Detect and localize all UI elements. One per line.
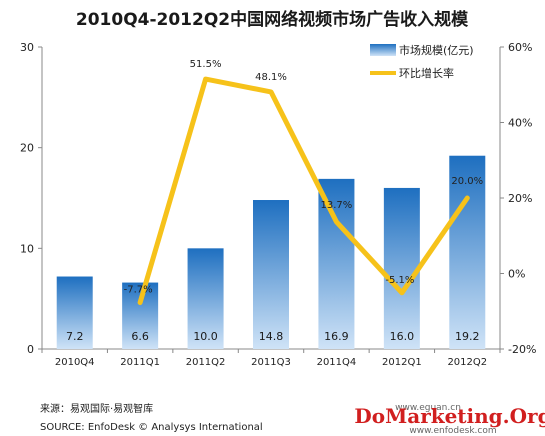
legend-bar-swatch (370, 44, 396, 56)
x-tick-label: 2012Q1 (382, 357, 422, 368)
bar (449, 155, 486, 349)
watermark-url-2: www.enfodesk.com (409, 426, 496, 436)
x-tick-label: 2011Q4 (317, 357, 357, 368)
watermark-url-1: www.eguan.cn (395, 403, 461, 413)
y-right-tick-label: 40% (508, 117, 532, 130)
bar (187, 248, 224, 349)
x-tick-label: 2011Q2 (186, 357, 226, 368)
y-left-tick-label: 30 (20, 41, 34, 54)
y-right-tick-label: -20% (508, 343, 536, 356)
chart-title: 2010Q4-2012Q2中国网络视频市场广告收入规模 (76, 9, 469, 30)
legend-bar-label: 市场规模(亿元) (399, 43, 474, 57)
x-tick-label: 2012Q2 (447, 357, 487, 368)
bar-value-label: 19.2 (455, 330, 480, 343)
bar (253, 200, 289, 349)
x-tick-label: 2010Q4 (55, 357, 95, 368)
growth-rate-label: 13.7% (321, 200, 353, 211)
growth-rate-label: 20.0% (451, 176, 483, 187)
axes: 0 10 20 30 -20% 0% 20% 40% 60% (20, 41, 536, 356)
watermark-logo: DoMarketing.Org (354, 404, 545, 428)
bar-value-label: 16.0 (390, 330, 415, 343)
x-tick-label: 2011Q1 (120, 357, 160, 368)
y-left-tick-label: 10 (20, 242, 34, 255)
y-left-tick-label: 0 (27, 343, 34, 356)
y-right-tick-label: 20% (508, 192, 532, 205)
source-line-cn: 来源：易观国际·易观智库 (40, 402, 153, 415)
bar-value-label: 7.2 (66, 330, 84, 343)
growth-rate-label: 51.5% (190, 59, 222, 70)
x-tick-label: 2011Q3 (251, 357, 291, 368)
line-series: -7.7% 51.5% 48.1% 13.7% -5.1% 20.0% (124, 59, 483, 306)
bar-value-label: 6.6 (131, 330, 149, 343)
bar-value-label: 16.9 (324, 330, 349, 343)
bar (56, 276, 93, 349)
growth-rate-label: 48.1% (255, 72, 287, 83)
growth-rate-label: -7.7% (124, 285, 153, 296)
growth-rate-line (137, 76, 470, 306)
bar (318, 178, 355, 349)
bar-value-label: 10.0 (193, 330, 218, 343)
y-right-tick-label: 0% (508, 268, 525, 281)
x-axis-ticks: 2010Q4 2011Q1 2011Q2 2011Q3 2011Q4 2012Q1 2012… (41, 349, 501, 368)
y-right-tick-label: 60% (508, 41, 532, 54)
legend: 市场规模(亿元) 环比增长率 (370, 43, 474, 80)
legend-line-label: 环比增长率 (399, 66, 454, 80)
y-left-tick-label: 20 (20, 142, 34, 155)
growth-rate-label: -5.1% (385, 275, 414, 286)
source-line-en: SOURCE: EnfoDesk © Analysys Internationa… (40, 422, 263, 433)
bar-value-label: 14.8 (259, 330, 284, 343)
bar-series: 7.2 6.6 10.0 14.8 16.9 16.0 19.2 (56, 155, 486, 349)
bar (383, 187, 420, 349)
watermark: www.eguan.cn DoMarketing.Org www.enfodes… (354, 403, 545, 436)
